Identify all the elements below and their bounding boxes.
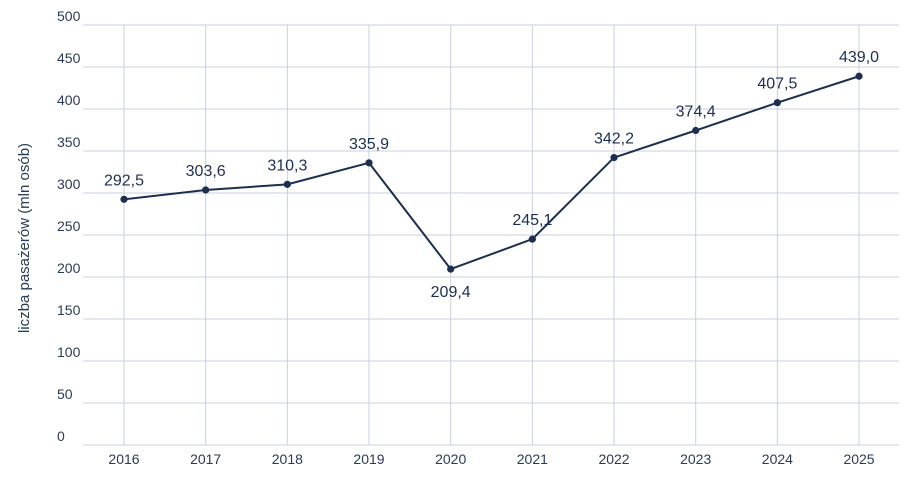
y-tick-label: 0 bbox=[57, 428, 65, 444]
data-point bbox=[365, 159, 373, 167]
data-label: 292,5 bbox=[104, 172, 144, 189]
data-label: 335,9 bbox=[349, 136, 389, 153]
data-label: 209,4 bbox=[431, 284, 471, 301]
data-point bbox=[692, 126, 700, 135]
x-tick-label: 2021 bbox=[517, 451, 548, 467]
data-point bbox=[528, 235, 536, 243]
data-label: 374,4 bbox=[676, 104, 716, 121]
data-label: 407,5 bbox=[757, 76, 797, 93]
data-label: 303,6 bbox=[186, 163, 226, 180]
x-axis-ticks: 2016 2017 2018 2019 2020 2021 2022 2023 2024 2025 bbox=[108, 451, 874, 467]
data-point bbox=[283, 180, 291, 188]
y-tick-label: 100 bbox=[57, 344, 81, 360]
y-axis-label: liczba pasażerów (mln osób) bbox=[16, 143, 33, 333]
x-tick-label: 2017 bbox=[190, 451, 221, 467]
y-tick-label: 150 bbox=[57, 302, 81, 318]
x-tick-label: 2023 bbox=[680, 451, 711, 467]
data-point bbox=[773, 99, 781, 107]
y-tick-label: 450 bbox=[57, 50, 81, 66]
y-tick-label: 50 bbox=[57, 386, 73, 402]
y-tick-label: 200 bbox=[57, 260, 81, 276]
series-line-group bbox=[123, 75, 860, 271]
x-tick-label: 2024 bbox=[762, 451, 793, 467]
data-point bbox=[120, 195, 128, 203]
x-tick-label: 2016 bbox=[108, 451, 139, 467]
y-tick-label: 300 bbox=[57, 176, 81, 192]
y-tick-label: 400 bbox=[57, 92, 81, 108]
data-point bbox=[610, 153, 618, 162]
data-points bbox=[120, 72, 863, 273]
x-tick-label: 2019 bbox=[353, 451, 384, 467]
data-point bbox=[202, 186, 210, 194]
y-tick-label: 500 bbox=[57, 8, 81, 24]
x-tick-label: 2025 bbox=[843, 451, 874, 467]
y-tick-label: 250 bbox=[57, 218, 81, 234]
gridlines bbox=[83, 24, 899, 446]
data-point bbox=[447, 265, 455, 273]
data-label: 310,3 bbox=[267, 157, 307, 174]
series-line bbox=[123, 75, 860, 271]
y-axis-ticks: 0 50 100 150 200 250 300 350 400 450 500 bbox=[57, 8, 81, 444]
data-labels: 292,5 303,6 310,3 335,9 209,4 245,1 342,2 374,4… bbox=[104, 49, 879, 301]
data-point bbox=[855, 72, 863, 80]
x-tick-label: 2020 bbox=[435, 451, 466, 467]
y-tick-label: 350 bbox=[57, 134, 81, 150]
x-tick-label: 2022 bbox=[598, 451, 629, 467]
data-label: 439,0 bbox=[839, 49, 879, 66]
data-label: 342,2 bbox=[594, 131, 634, 148]
data-label: 245,1 bbox=[512, 212, 552, 229]
x-tick-label: 2018 bbox=[272, 451, 303, 467]
